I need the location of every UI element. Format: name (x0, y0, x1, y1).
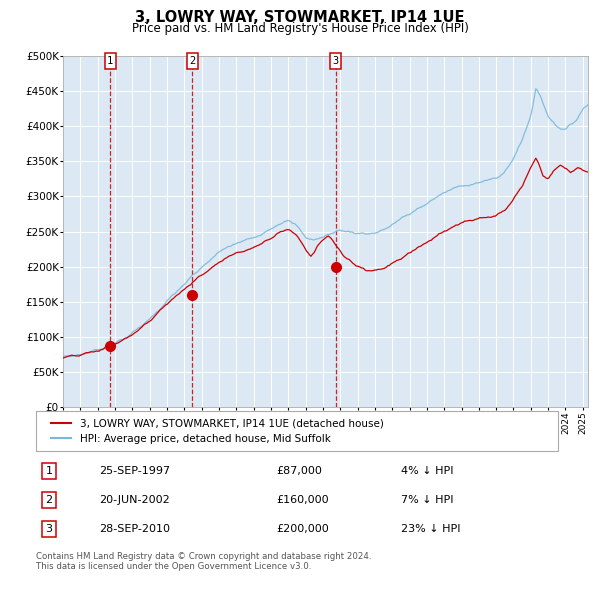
Text: 2: 2 (190, 56, 196, 66)
Text: 3, LOWRY WAY, STOWMARKET, IP14 1UE: 3, LOWRY WAY, STOWMARKET, IP14 1UE (135, 10, 465, 25)
Legend: 3, LOWRY WAY, STOWMARKET, IP14 1UE (detached house), HPI: Average price, detache: 3, LOWRY WAY, STOWMARKET, IP14 1UE (deta… (46, 415, 388, 448)
Text: 25-SEP-1997: 25-SEP-1997 (98, 466, 170, 476)
Text: 3: 3 (46, 525, 53, 535)
Text: £87,000: £87,000 (276, 466, 322, 476)
Text: 23% ↓ HPI: 23% ↓ HPI (401, 525, 461, 535)
Text: 1: 1 (46, 466, 53, 476)
Text: 2: 2 (46, 495, 53, 505)
Text: 7% ↓ HPI: 7% ↓ HPI (401, 495, 454, 505)
Text: £160,000: £160,000 (276, 495, 329, 505)
Text: Price paid vs. HM Land Registry's House Price Index (HPI): Price paid vs. HM Land Registry's House … (131, 22, 469, 35)
Text: 20-JUN-2002: 20-JUN-2002 (98, 495, 169, 505)
Text: 1: 1 (107, 56, 113, 66)
Text: 28-SEP-2010: 28-SEP-2010 (98, 525, 170, 535)
Text: Contains HM Land Registry data © Crown copyright and database right 2024.
This d: Contains HM Land Registry data © Crown c… (36, 552, 371, 571)
Text: 4% ↓ HPI: 4% ↓ HPI (401, 466, 454, 476)
Text: 3: 3 (332, 56, 339, 66)
Text: £200,000: £200,000 (276, 525, 329, 535)
